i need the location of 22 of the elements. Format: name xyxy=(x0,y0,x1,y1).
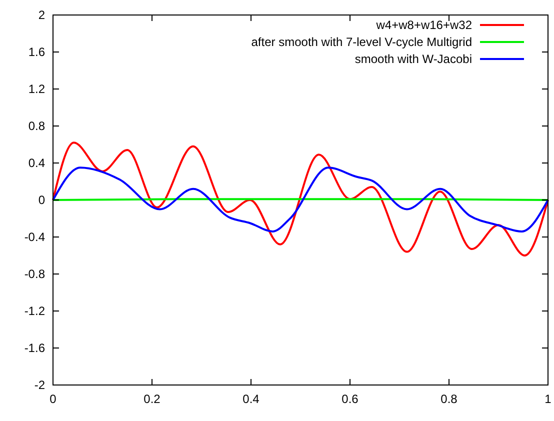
x-tick-label: 0.8 xyxy=(440,392,458,406)
x-tick-label: 0.2 xyxy=(144,392,161,406)
y-tick-label: -0.4 xyxy=(24,230,46,244)
y-tick-label: 0 xyxy=(38,193,46,207)
y-tick-label: 0.8 xyxy=(28,119,46,133)
x-tick-label: 0.4 xyxy=(242,392,260,406)
line-series xyxy=(52,142,549,256)
x-tick-label: 0.6 xyxy=(342,392,359,406)
y-tick-label: 1.6 xyxy=(28,45,46,59)
legend-label: smooth with W-Jacobi xyxy=(354,52,472,66)
legend-label: after smooth with 7-level V-cycle Multigrid xyxy=(251,35,472,49)
line-series xyxy=(52,166,549,232)
x-tick-label: 0 xyxy=(50,392,57,406)
y-tick-label: -2 xyxy=(34,378,46,392)
y-tick-label: 0.4 xyxy=(28,156,46,170)
legend-label: w4+w8+w16+w32 xyxy=(375,18,472,32)
y-tick-label: 1.2 xyxy=(28,82,46,96)
y-tick-label: -1.2 xyxy=(24,304,46,318)
y-tick-label: -1.6 xyxy=(24,341,46,355)
y-tick-label: 2 xyxy=(38,8,46,22)
x-tick-label: 1 xyxy=(544,392,552,406)
y-tick-label: -0.8 xyxy=(24,267,46,281)
